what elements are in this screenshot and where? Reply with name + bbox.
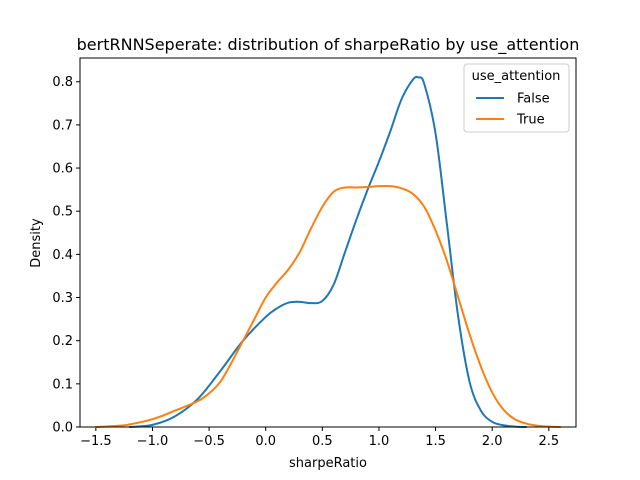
y-tick-label: 0.1: [52, 377, 73, 392]
series-lines: [94, 75, 562, 428]
plot-frame: [79, 57, 577, 428]
density-line-true: [94, 184, 562, 428]
x-tick-label: 1.0: [369, 434, 390, 449]
y-tick-label: 0.2: [52, 334, 73, 349]
x-axis-label: sharpeRatio: [289, 456, 367, 471]
y-tick-label: 0.0: [52, 421, 73, 436]
x-tick-label: −1.5: [80, 434, 112, 449]
y-axis-label: Density: [29, 218, 44, 268]
x-tick-label: 1.5: [425, 434, 446, 449]
chart-title: bertRNNSeperate: distribution of sharpeR…: [77, 35, 580, 55]
x-tick-label: −1.0: [137, 434, 169, 449]
x-tick-label: 0.0: [255, 434, 276, 449]
x-tick-label: −0.5: [193, 434, 225, 449]
legend-entries: False True: [476, 92, 550, 128]
legend-box: [463, 63, 570, 133]
y-axis-ticks: 0.0 0.1 0.2 0.3 0.4 0.5 0.6 0.7 0.8: [52, 75, 80, 436]
y-tick-label: 0.4: [52, 248, 73, 263]
x-tick-label: 0.5: [312, 434, 333, 449]
y-tick-label: 0.8: [52, 75, 73, 90]
legend-title: use_attention: [472, 69, 561, 84]
y-tick-label: 0.5: [52, 205, 73, 220]
legend-label-false: False: [517, 92, 550, 107]
y-tick-label: 0.6: [52, 162, 73, 177]
y-tick-label: 0.7: [52, 118, 73, 133]
legend: use_attention False True: [463, 63, 570, 133]
x-axis-ticks: −1.5 −1.0 −0.5 0.0 0.5 1.0 1.5 2.0 2.5: [80, 427, 559, 449]
x-tick-label: 2.5: [538, 434, 559, 449]
x-tick-label: 2.0: [482, 434, 503, 449]
legend-label-true: True: [516, 113, 545, 128]
y-tick-label: 0.3: [52, 291, 73, 306]
